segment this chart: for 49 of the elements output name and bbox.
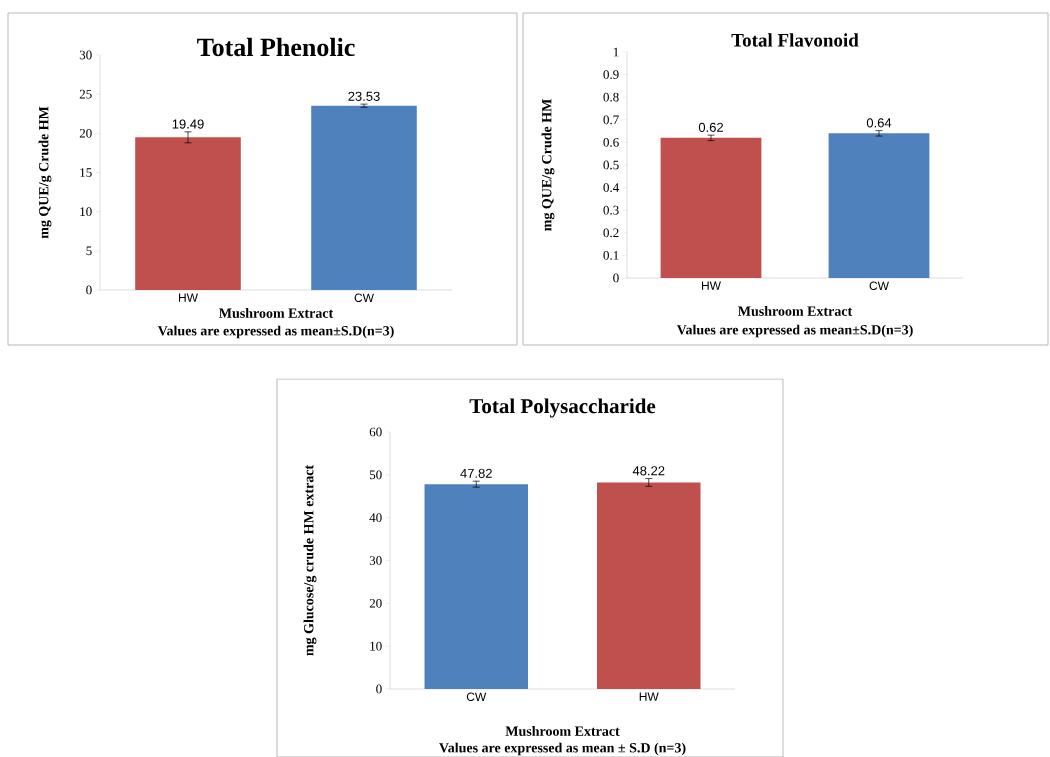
y-tick-label: 0.7 <box>603 115 619 125</box>
y-tick-label: 0.6 <box>603 137 619 147</box>
y-tick-label: 0.5 <box>603 160 619 170</box>
x-tick-label: HW <box>639 692 659 701</box>
data-label: 0.62 <box>698 122 723 132</box>
y-tick-label: 0.9 <box>603 70 619 80</box>
data-label: 23.53 <box>348 91 380 101</box>
y-tick-label: 0 <box>376 684 382 694</box>
y-tick-label: 0.1 <box>603 250 619 260</box>
y-tick-label: 20 <box>79 128 92 138</box>
y-tick-label: 50 <box>369 470 382 480</box>
y-axis-title: mg QUE/g Crude HM <box>38 106 52 239</box>
x-tick-label: HW <box>179 293 198 302</box>
chart-title: Total Phenolic <box>197 37 355 57</box>
x-tick-label: CW <box>466 692 487 702</box>
y-tick-label: 0.3 <box>603 205 619 215</box>
text: Values are expressed as mean±S.D(n=3) <box>676 324 913 338</box>
x-axis-title: Mushroom Extract <box>505 726 620 736</box>
text: Values are expressed as mean ± S.D (n=3) <box>439 742 686 756</box>
y-tick-label: 40 <box>369 513 382 523</box>
y-axis-title: mg QUE/g Crude HM <box>541 99 555 231</box>
y-tick-label: 15 <box>80 168 92 177</box>
y-tick-label: 30 <box>79 50 92 60</box>
y-tick-label: 5 <box>86 246 92 256</box>
y-tick-label: 0 <box>613 273 619 283</box>
y-tick-label: 10 <box>370 641 382 651</box>
x-tick-label: CW <box>869 281 889 291</box>
y-tick-label: 30 <box>369 556 382 565</box>
y-tick-label: 20 <box>369 598 382 608</box>
y-tick-label: 0.4 <box>603 183 620 193</box>
y-tick-label: 0.2 <box>603 228 619 238</box>
x-axis-title: Mushroom Extract <box>219 308 334 318</box>
data-label: 19.49 <box>172 119 204 129</box>
y-tick-label: 10 <box>80 207 92 217</box>
y-tick-label: 1 <box>613 47 619 57</box>
y-tick-label: 25 <box>79 89 92 99</box>
y-tick-label: 0 <box>86 285 92 295</box>
y-tick-label: 0.8 <box>603 92 619 102</box>
chart-title: Total Polysaccharide <box>469 398 656 418</box>
x-axis-title: Mushroom Extract <box>738 306 853 316</box>
text: Values are expressed as mean±S.D(n=3) <box>157 325 394 339</box>
y-axis-title: mg Glucose/g crude HM extract <box>303 464 317 656</box>
data-label: 48.22 <box>632 466 665 476</box>
x-tick-label: HW <box>702 281 721 290</box>
data-label: 0.64 <box>866 118 892 128</box>
chart-title: Total Flavonoid <box>731 33 859 47</box>
data-label: 47.82 <box>460 468 492 478</box>
x-tick-label: CW <box>354 293 374 303</box>
y-tick-label: 60 <box>369 427 382 437</box>
